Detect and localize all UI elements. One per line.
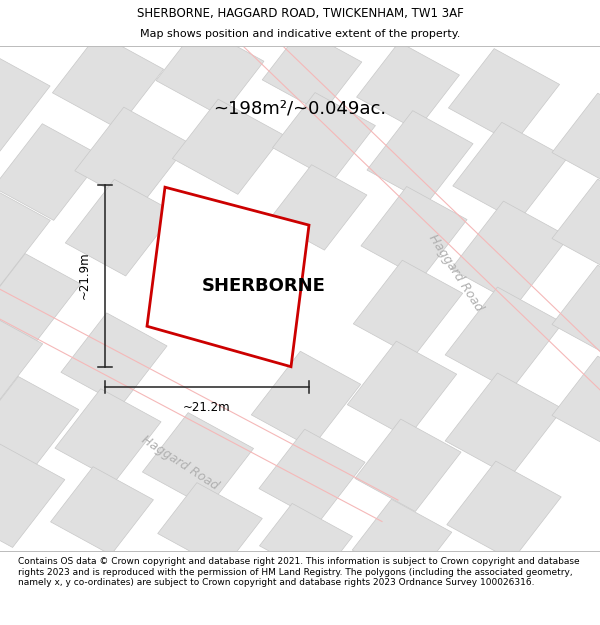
Polygon shape	[552, 93, 600, 180]
Text: ~198m²/~0.049ac.: ~198m²/~0.049ac.	[214, 100, 386, 118]
Polygon shape	[0, 124, 103, 221]
Text: Haggard Road: Haggard Road	[426, 232, 486, 314]
Polygon shape	[272, 92, 376, 181]
Polygon shape	[52, 33, 164, 129]
Polygon shape	[552, 265, 600, 352]
Polygon shape	[445, 373, 563, 477]
Polygon shape	[269, 165, 367, 250]
Polygon shape	[147, 188, 309, 367]
Text: ~21.9m: ~21.9m	[77, 252, 91, 299]
Polygon shape	[262, 29, 362, 113]
Text: ~21.2m: ~21.2m	[183, 401, 231, 414]
Polygon shape	[50, 467, 154, 555]
Polygon shape	[61, 313, 167, 406]
Polygon shape	[65, 179, 175, 276]
Polygon shape	[0, 254, 80, 343]
Polygon shape	[259, 429, 365, 522]
Polygon shape	[0, 50, 50, 162]
Text: SHERBORNE: SHERBORNE	[202, 278, 326, 296]
Polygon shape	[55, 389, 161, 481]
Polygon shape	[451, 201, 569, 305]
Text: Haggard Road: Haggard Road	[139, 433, 221, 492]
Polygon shape	[355, 419, 461, 511]
Polygon shape	[0, 376, 79, 473]
Polygon shape	[142, 412, 254, 508]
Polygon shape	[259, 503, 353, 579]
Polygon shape	[453, 122, 567, 222]
Text: Map shows position and indicative extent of the property.: Map shows position and indicative extent…	[140, 29, 460, 39]
Polygon shape	[158, 482, 262, 569]
Text: Contains OS data © Crown copyright and database right 2021. This information is : Contains OS data © Crown copyright and d…	[18, 557, 580, 587]
Polygon shape	[448, 49, 560, 144]
Polygon shape	[0, 188, 50, 288]
Polygon shape	[0, 444, 65, 548]
Polygon shape	[347, 341, 457, 437]
Polygon shape	[352, 499, 452, 583]
Polygon shape	[156, 26, 264, 116]
Polygon shape	[552, 356, 600, 443]
Polygon shape	[361, 186, 467, 279]
Polygon shape	[353, 260, 463, 357]
Polygon shape	[251, 351, 361, 448]
Polygon shape	[447, 461, 561, 561]
Polygon shape	[552, 179, 600, 266]
Polygon shape	[356, 42, 460, 130]
Polygon shape	[75, 107, 189, 207]
Text: SHERBORNE, HAGGARD ROAD, TWICKENHAM, TW1 3AF: SHERBORNE, HAGGARD ROAD, TWICKENHAM, TW1…	[137, 7, 463, 20]
Polygon shape	[0, 311, 43, 408]
Polygon shape	[445, 287, 563, 391]
Polygon shape	[367, 111, 473, 203]
Polygon shape	[172, 99, 284, 194]
